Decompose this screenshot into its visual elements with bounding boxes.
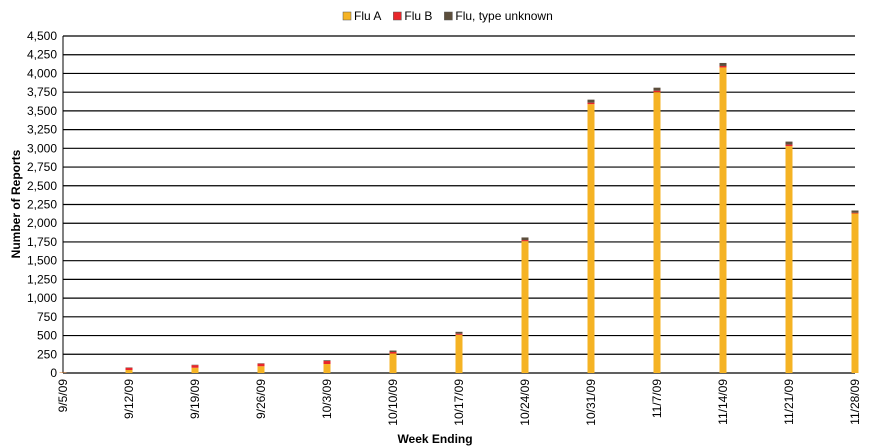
bar-segment (521, 237, 529, 241)
x-tick-label: 9/5/09 (56, 379, 70, 413)
bar-segment (389, 353, 397, 373)
bar-segment (587, 102, 595, 105)
legend-swatch (444, 11, 453, 21)
x-tick-label: 11/28/09 (848, 379, 862, 425)
y-tick-label: 4,500 (27, 29, 57, 43)
bar-segment (719, 67, 727, 373)
y-tick-label: 2,250 (27, 198, 57, 212)
y-tick-label: 2,000 (27, 216, 57, 230)
y-tick-label: 750 (37, 310, 57, 324)
x-tick-label: 11/7/09 (650, 379, 664, 418)
bar-segment (587, 104, 595, 373)
y-tick-label: 500 (37, 329, 57, 343)
x-tick-label: 10/10/09 (386, 379, 400, 426)
y-tick-label: 0 (50, 366, 57, 380)
bar-segment (191, 365, 199, 368)
bar-segment (455, 333, 463, 335)
bar-segment (323, 364, 331, 373)
x-tick-label: 10/31/09 (584, 379, 598, 426)
bar-segment (785, 141, 793, 145)
bar-segment (851, 210, 859, 213)
bar-segment (323, 360, 331, 362)
x-axis-title: Week Ending (397, 432, 472, 446)
x-tick-label: 10/17/09 (452, 379, 466, 426)
y-tick-label: 2,500 (27, 179, 57, 193)
y-tick-label: 1,500 (27, 254, 57, 268)
y-axis-title: Number of Reports (9, 149, 23, 258)
legend-label: Flu A (354, 9, 381, 23)
y-tick-label: 1,750 (27, 235, 57, 249)
x-tick-label: 9/12/09 (122, 379, 136, 419)
bar-segment (785, 144, 793, 147)
legend-label: Flu, type unknown (455, 9, 552, 23)
legend-label: Flu B (404, 9, 432, 23)
legend-swatch (393, 11, 402, 21)
y-tick-label: 2,750 (27, 160, 57, 174)
bar-segment (785, 146, 793, 373)
bar-segment (587, 99, 595, 103)
y-tick-label: 3,000 (27, 141, 57, 155)
y-tick-label: 4,000 (27, 66, 57, 80)
y-tick-label: 1,000 (27, 291, 57, 305)
x-tick-label: 9/26/09 (254, 379, 268, 419)
y-tick-label: 3,750 (27, 85, 57, 99)
y-tick-label: 3,250 (27, 123, 57, 137)
bar-segment (653, 90, 661, 93)
bar-segment (257, 363, 265, 367)
y-tick-label: 3,500 (27, 104, 57, 118)
x-tick-label: 10/24/09 (518, 379, 532, 426)
x-tick-label: 11/14/09 (716, 379, 730, 425)
bar-segment (389, 350, 397, 353)
x-tick-label: 10/3/09 (320, 379, 334, 419)
bar-segment (851, 212, 859, 214)
bar-segment (719, 62, 727, 66)
bar-segment (719, 65, 727, 68)
bar-segment (521, 241, 529, 373)
y-tick-label: 250 (37, 347, 57, 361)
y-tick-label: 1,250 (27, 272, 57, 286)
bar-segment (851, 213, 859, 373)
bar-segment (455, 334, 463, 373)
y-tick-label: 4,250 (27, 48, 57, 62)
bar-segment (125, 367, 133, 371)
bar-segment (455, 331, 463, 334)
legend-swatch (342, 11, 352, 21)
bar-segment (323, 361, 331, 365)
bar-segment (653, 92, 661, 374)
x-tick-label: 11/21/09 (782, 379, 796, 425)
bar-segment (389, 352, 397, 354)
bar-segment (125, 370, 133, 373)
x-tick-label: 9/19/09 (188, 379, 202, 419)
bar-segment (191, 367, 199, 373)
bar-segment (257, 366, 265, 373)
bar-segment (521, 240, 529, 242)
bar-segment (653, 87, 661, 91)
